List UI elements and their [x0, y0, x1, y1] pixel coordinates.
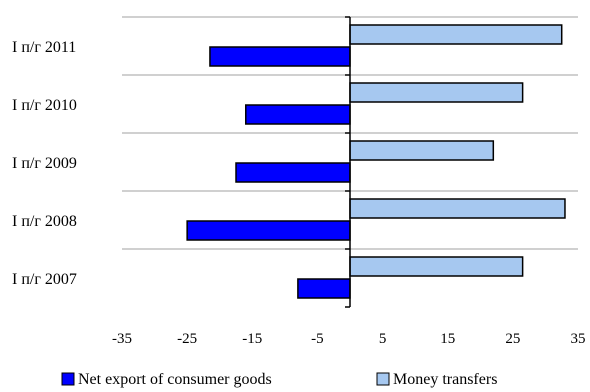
bar-money-transfers: [349, 256, 524, 277]
legend-swatch-net-export: [61, 372, 75, 386]
bar-money-transfers: [349, 24, 563, 45]
legend-label-net-export: Net export of consumer goods: [78, 371, 272, 388]
category-label: I п/г 2011: [12, 39, 76, 56]
legend-label-money-transfers: Money transfers: [393, 371, 497, 388]
x-tick-label: 25: [505, 331, 520, 347]
x-tick-label: -5: [311, 331, 324, 347]
bar-net-export: [235, 162, 351, 183]
bar-money-transfers: [349, 198, 566, 219]
bars: [186, 24, 566, 299]
category-label: I п/г 2007: [12, 271, 77, 288]
category-label: I п/г 2009: [12, 155, 77, 172]
bar-money-transfers: [349, 140, 495, 161]
bar-net-export: [297, 278, 351, 299]
bar-money-transfers: [349, 82, 524, 103]
bar-net-export: [186, 220, 351, 241]
category-label: I п/г 2010: [12, 97, 77, 114]
x-tick-label: 15: [440, 331, 455, 347]
x-tick-label: -35: [112, 331, 132, 347]
category-label: I п/г 2008: [12, 213, 77, 230]
x-tick-label: 35: [571, 331, 586, 347]
x-tick-labels: -35 -25 -15 -5 5 15 25 35: [112, 331, 586, 347]
x-tick-label: 5: [379, 331, 387, 347]
x-tick-label: -15: [242, 331, 262, 347]
bar-net-export: [245, 104, 351, 125]
legend-swatch-money-transfers: [376, 372, 390, 386]
legend: Net export of consumer goods Money transf…: [61, 371, 497, 388]
axes: [345, 16, 351, 308]
x-tick-label: -25: [177, 331, 197, 347]
bar-net-export: [209, 46, 351, 67]
category-labels: I п/г 2011 I п/г 2010 I п/г 2009 I п/г 2008…: [12, 39, 77, 288]
